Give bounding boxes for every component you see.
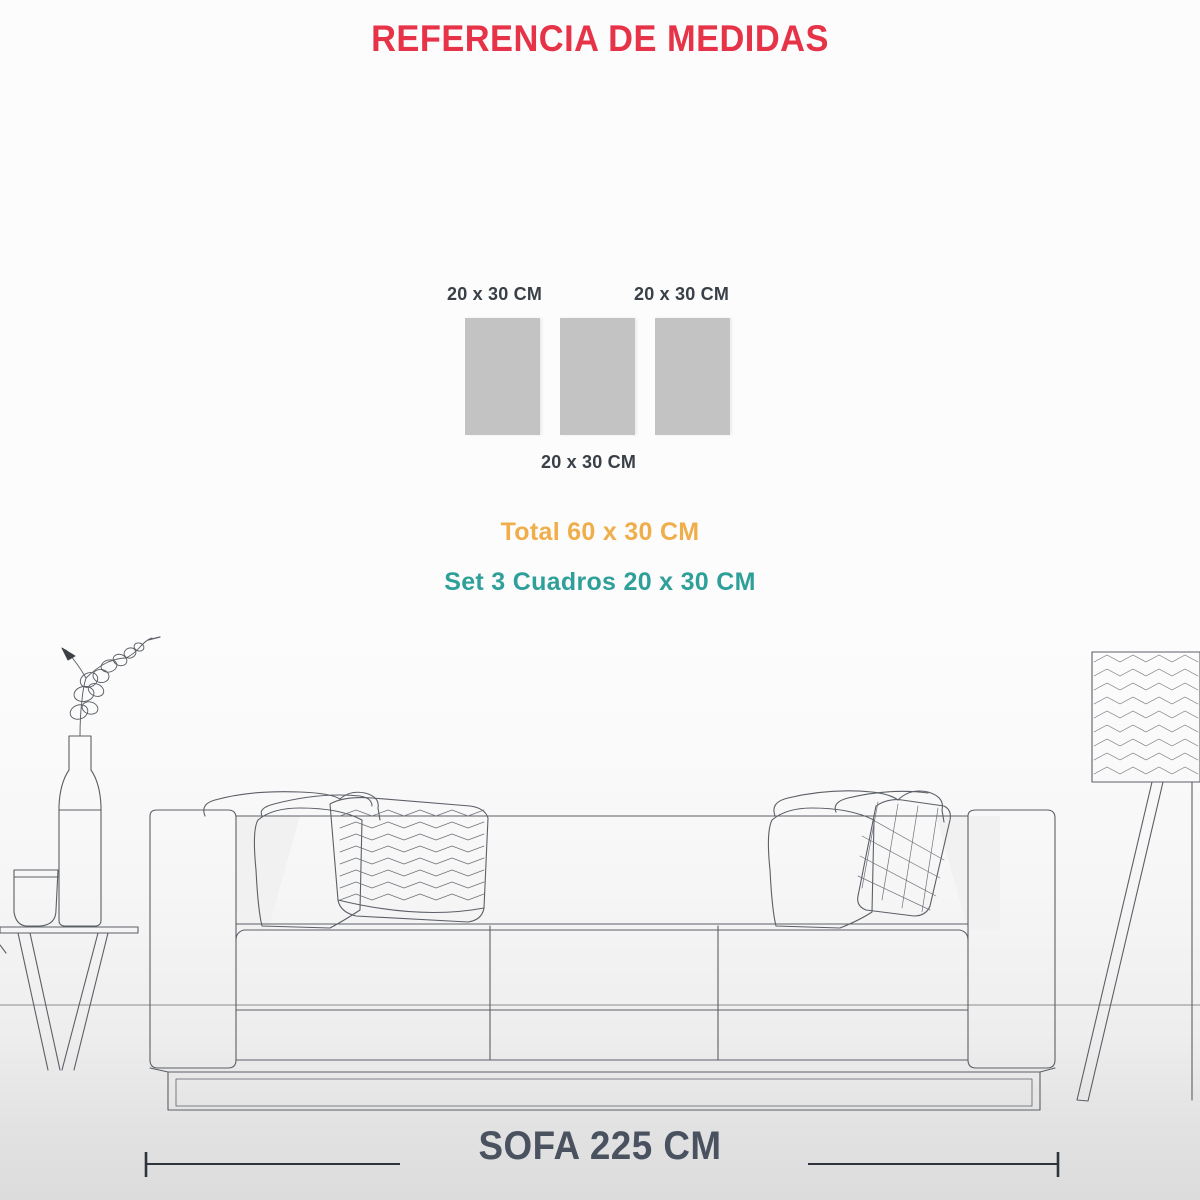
side-table [0,926,139,1071]
sofa-base [149,1067,1056,1111]
frame-preview-1 [465,318,540,435]
cushion-zigzag [329,797,489,923]
orchid-branch [61,636,161,737]
frame-label-bottom: 20 x 30 CM [541,452,637,472]
page-title: REFERENCIA DE MEDIDAS [371,18,829,59]
sofa-size-label: SOFA 225 CM [478,1124,722,1168]
living-room-line-drawing [0,636,1200,1111]
frame-label-right: 20 x 30 CM [634,284,730,304]
sofa [149,809,1056,1069]
cup [13,869,59,927]
frame-label-left: 20 x 30 CM [447,284,543,304]
frame-set-preview [465,318,730,435]
floor-lamp [1076,651,1200,1102]
cushion-lattice [857,799,951,917]
total-size-text: Total 60 x 30 CM [500,518,700,546]
set-size-text: Set 3 Cuadros 20 x 30 CM [444,568,756,596]
bottle-vase [58,735,102,927]
frame-preview-2 [560,318,635,435]
frame-preview-3 [655,318,730,435]
back-pillows [203,790,945,929]
sofa-dimension-line [144,1152,1060,1177]
